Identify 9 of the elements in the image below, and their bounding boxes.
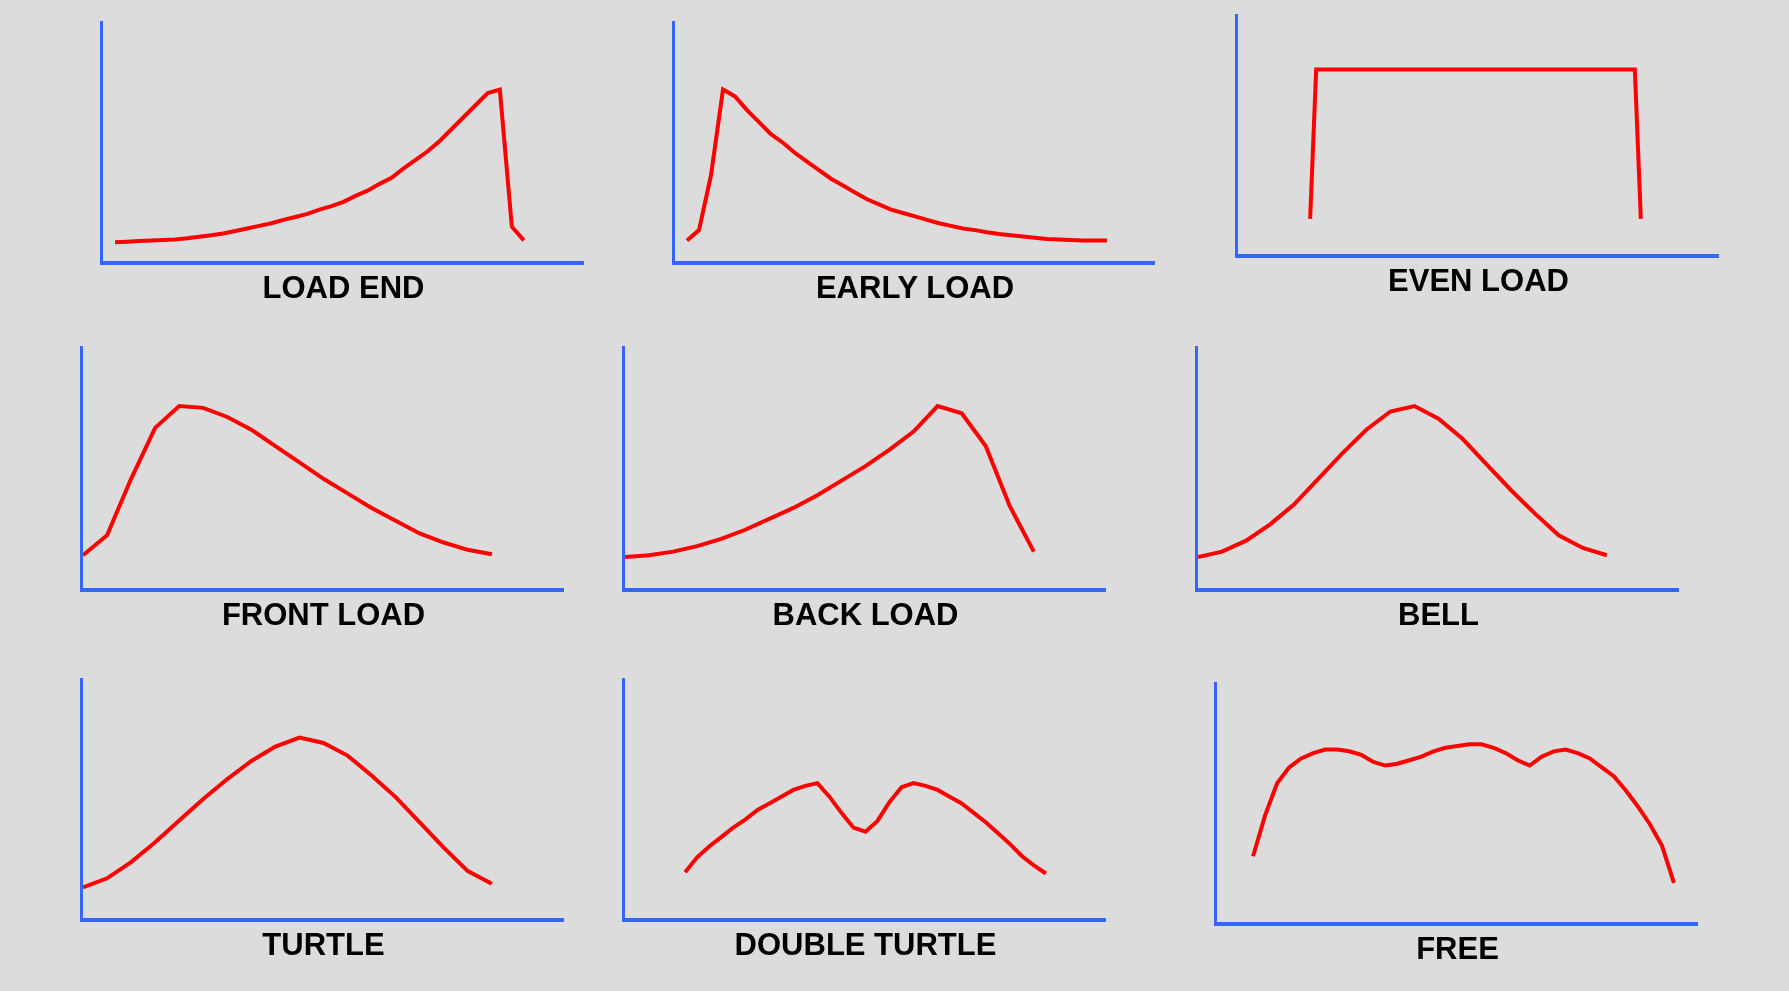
x-axis-title: LOAD END [262, 269, 425, 305]
x-axis-title: DOUBLE TURTLE [734, 927, 997, 963]
x-axis-title: EARLY LOAD [816, 269, 1015, 305]
x-axis-title: TURTLE [262, 927, 385, 963]
x-axis-title: BACK LOAD [772, 597, 959, 633]
x-axis-title: FREE [1416, 931, 1500, 967]
x-axis-title: BELL [1398, 597, 1479, 633]
x-axis-title: FRONT LOAD [222, 597, 426, 633]
x-axis-title: EVEN LOAD [1387, 263, 1569, 299]
